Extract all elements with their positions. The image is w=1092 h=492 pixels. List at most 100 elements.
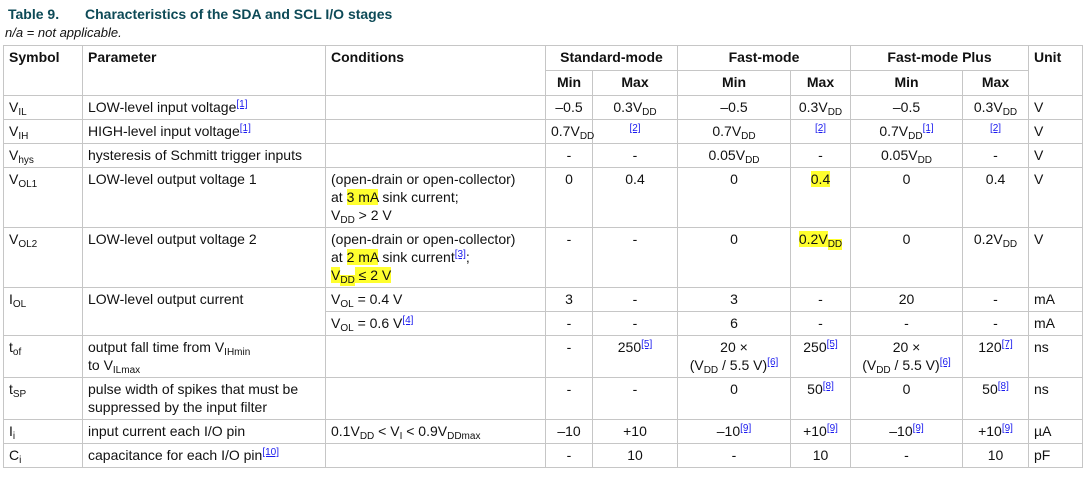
cell-text: V: [1034, 171, 1044, 187]
cell-text: mA: [1034, 291, 1056, 307]
cell-text: (V: [689, 357, 704, 373]
footnote-ref[interactable]: [9]: [912, 423, 924, 434]
footnote-ref[interactable]: [4]: [402, 315, 414, 326]
footnote-ref[interactable]: [5]: [826, 339, 838, 350]
subscript: DD: [703, 365, 719, 376]
table-cell: [325, 377, 546, 420]
table-cell: [325, 95, 546, 120]
subscript: IL: [18, 107, 27, 118]
cell-line: (VDD / 5.5 V)[6]: [683, 356, 785, 376]
subscript: DD: [827, 239, 843, 250]
footnote-ref[interactable]: [2]: [814, 123, 827, 134]
footnote-ref[interactable]: [8]: [997, 381, 1009, 392]
table-cell: 0.7VDD[1]: [850, 119, 964, 144]
cell-text: sink current: [378, 249, 455, 265]
table-cell: 120[7]: [962, 335, 1030, 378]
column-header: Unit: [1028, 45, 1084, 96]
cell-line: Ii: [9, 422, 77, 442]
table-cell: –0.5: [850, 95, 964, 120]
cell-text: 0.05V: [880, 147, 918, 163]
cell-line: VIH: [9, 122, 77, 142]
subheader-row: Min Max Min Max Min Max: [4, 70, 1083, 96]
cell-text: / 5.5 V): [718, 357, 768, 373]
footnote-ref[interactable]: [9]: [826, 423, 838, 434]
table-cell: 0: [850, 227, 964, 288]
cell-text: > 2 V: [354, 207, 392, 223]
footnote-ref[interactable]: [1]: [239, 123, 251, 134]
cell-text: LOW-level output voltage 1: [88, 171, 257, 187]
cell-text: LOW-level output current: [88, 291, 244, 307]
footnote-ref[interactable]: [9]: [1001, 423, 1013, 434]
subscript: DD: [741, 131, 756, 142]
table-cell: HIGH-level input voltage[1]: [82, 119, 326, 144]
column-header: Parameter: [82, 45, 326, 96]
cell-text: -: [731, 447, 737, 463]
table-cell: [2]: [789, 119, 852, 144]
table-cell: capacitance for each I/O pin[10]: [82, 443, 326, 468]
cell-text: 0.2V: [973, 231, 1003, 247]
subscript: DD: [340, 275, 355, 286]
cell-text: 50: [807, 381, 823, 397]
subscript: i: [19, 455, 22, 466]
footnote-ref[interactable]: [3]: [454, 249, 466, 260]
table-cell: [325, 119, 546, 144]
table-cell: 0.4: [592, 167, 678, 228]
cell-line: 0.05VDD: [683, 146, 785, 166]
table-cell: 0: [677, 167, 791, 228]
table-cell: 10: [962, 443, 1030, 468]
table-cell: 0.3VDD: [962, 95, 1030, 120]
table-cell: -: [850, 311, 964, 336]
cell-text: 250: [617, 339, 642, 355]
footnote-ref[interactable]: [5]: [641, 339, 653, 350]
cell-text: 3: [730, 291, 738, 307]
table-cell: [325, 443, 546, 468]
cell-text: at: [331, 249, 347, 265]
footnote-ref[interactable]: [1]: [922, 123, 934, 134]
cell-text: 0: [565, 171, 573, 187]
cell-text: C: [9, 447, 20, 463]
cell-text: at: [331, 189, 347, 205]
table-caption: Table 9. Characteristics of the SDA and S…: [8, 6, 392, 22]
footnote-ref[interactable]: [6]: [939, 357, 951, 368]
table-cell: V: [1028, 167, 1084, 228]
cell-text: -: [993, 147, 998, 163]
cell-text: suppressed by the input filter: [88, 399, 267, 415]
footnote-ref[interactable]: [6]: [767, 357, 779, 368]
footnote-ref[interactable]: [9]: [740, 423, 752, 434]
footnote-ref[interactable]: [2]: [629, 123, 641, 134]
cell-line: 20 ×: [683, 338, 785, 356]
table-row: Ci capacitance for each I/O pin[10] - 10 - 10…: [3, 443, 1084, 468]
table-label: Table 9.: [8, 6, 60, 22]
cell-text: -: [566, 231, 572, 247]
cell-line: –10[9]: [683, 422, 785, 440]
cell-text: -: [818, 315, 823, 331]
cell-line: 0.3VDD: [796, 98, 845, 118]
table-cell: ns: [1028, 377, 1084, 420]
footnote-ref[interactable]: [7]: [1001, 339, 1013, 350]
cell-line: IOL: [9, 290, 77, 310]
footnote-ref[interactable]: [1]: [236, 99, 248, 110]
table-cell: 0: [850, 167, 964, 228]
subscript: DD: [1002, 107, 1018, 118]
cell-text: 2 mA: [346, 249, 379, 265]
cell-text: 10: [812, 447, 829, 463]
footnote-ref[interactable]: [2]: [989, 123, 1002, 134]
cell-text: 0.3V: [973, 99, 1003, 115]
cell-text: –10: [716, 423, 741, 439]
table-cell: 0.05VDD: [850, 143, 964, 168]
table-cell: 0.2VDD: [962, 227, 1030, 288]
cell-text: -: [566, 315, 572, 331]
table-cell: [2]: [592, 119, 678, 144]
table-cell: (open-drain or open-collector) at 3 mA si…: [325, 167, 546, 228]
table-cell: -: [545, 335, 593, 378]
cell-text: hysteresis of Schmitt trigger inputs: [88, 147, 302, 163]
table-cell: –0.5: [677, 95, 791, 120]
footnote-ref[interactable]: [10]: [262, 447, 280, 458]
subcolumn-header: Min: [677, 70, 791, 96]
subscript: i: [12, 431, 16, 442]
cell-text: V: [9, 171, 19, 187]
footnote-ref[interactable]: [8]: [822, 381, 834, 392]
table-title: Characteristics of the SDA and SCL I/O s…: [85, 6, 393, 22]
table-cell: –0.5: [545, 95, 593, 120]
